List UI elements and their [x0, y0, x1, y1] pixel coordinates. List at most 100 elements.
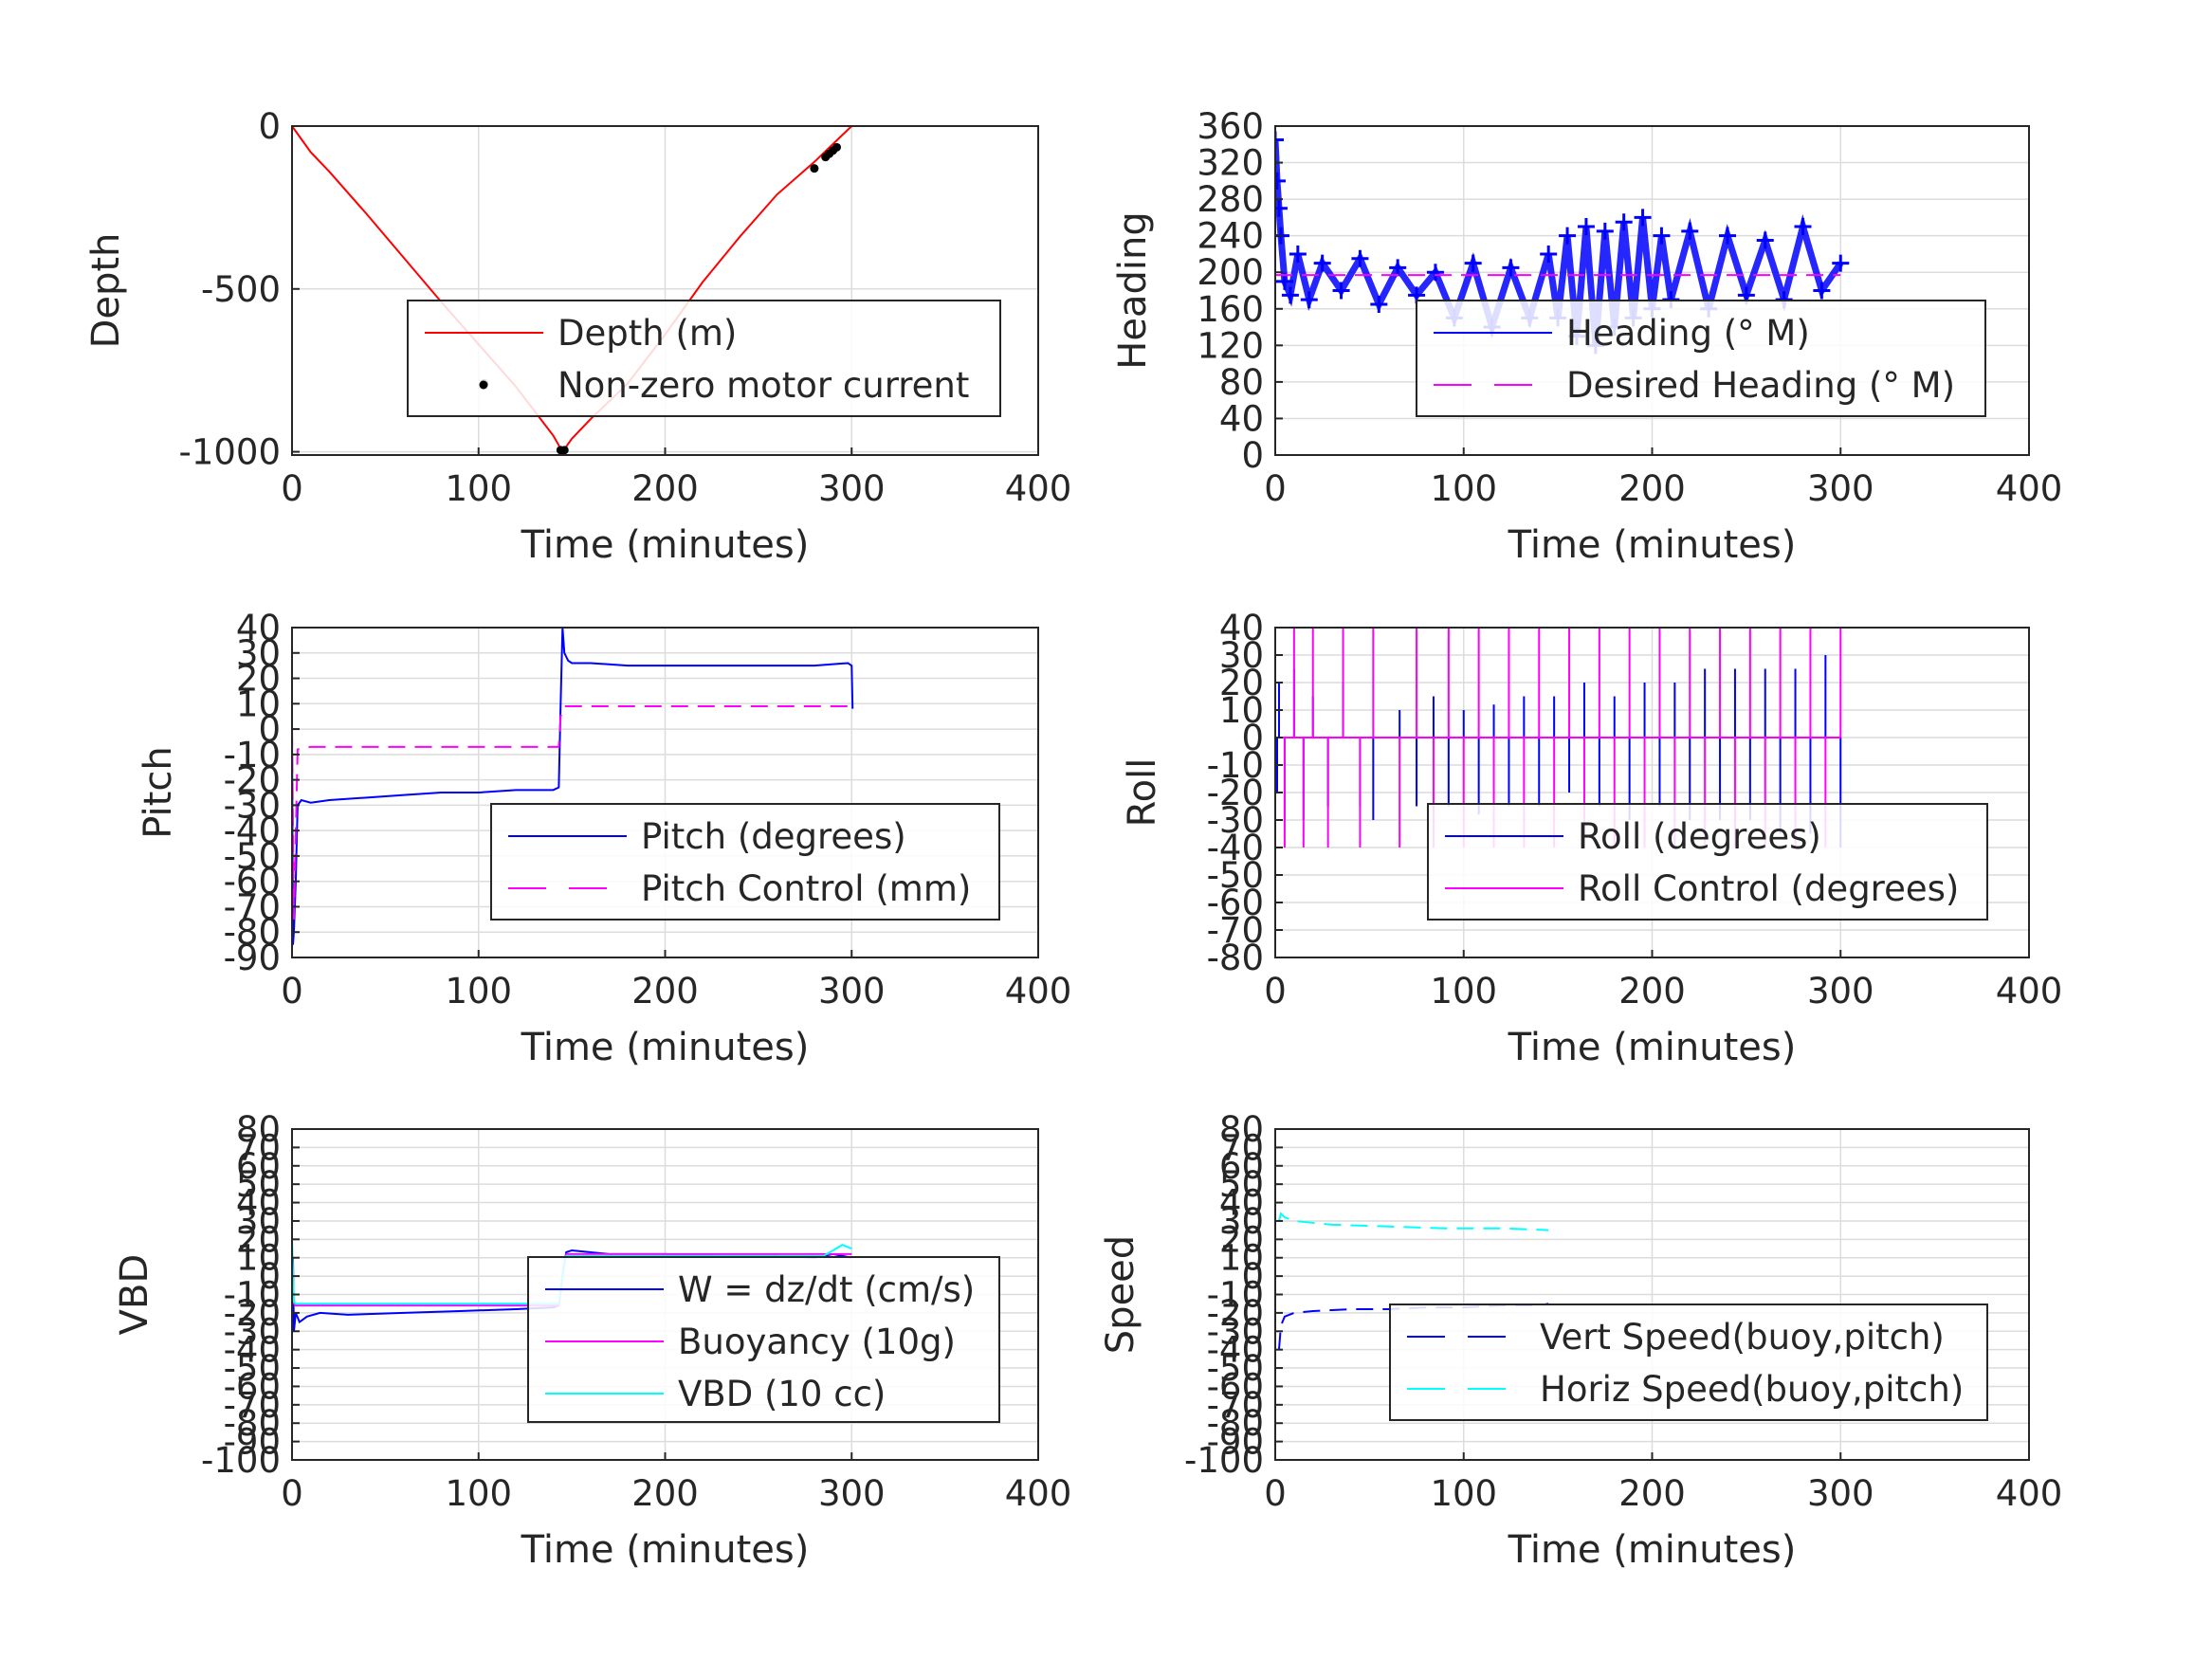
y-tick-label: 30	[1219, 1201, 1264, 1242]
data-point	[1275, 131, 1284, 149]
y-tick-label: -30	[224, 785, 281, 826]
legend: Depth (m) Non-zero motor current	[407, 300, 1001, 417]
y-tick-label: 0	[258, 709, 281, 750]
legend-label: Roll (degrees)	[1578, 816, 1821, 857]
y-tick-label: -40	[224, 811, 281, 851]
data-point	[832, 142, 842, 152]
y-tick-label: -20	[1207, 773, 1264, 813]
y-tick-label: 60	[1219, 1146, 1264, 1187]
y-tick-label: 280	[1197, 179, 1264, 220]
series-speed-1-line	[1278, 1212, 1549, 1231]
x-tick-label: 0	[1264, 468, 1287, 509]
data-point	[1832, 254, 1850, 272]
x-tick-label: 400	[1996, 971, 2063, 1012]
y-tick-label: 50	[236, 1164, 281, 1205]
y-tick-label: -80	[1207, 1403, 1264, 1444]
y-tick-label: 240	[1197, 216, 1264, 257]
x-tick-label: 0	[281, 971, 303, 1012]
y-tick-label: -70	[224, 886, 281, 927]
data-point	[1634, 209, 1652, 227]
x-tick-label: 100	[445, 1473, 512, 1514]
chart-speed: 0 100 200 300 400-100-90-80-70-60-50-40-30-2…	[1099, 1109, 2062, 1572]
y-tick-label: -60	[1207, 1366, 1264, 1407]
data-point	[1370, 295, 1388, 313]
data-point	[1540, 245, 1558, 263]
legend-box	[1389, 1304, 1988, 1421]
y-tick-label: 40	[1219, 398, 1264, 439]
y-axis-label: Speed	[1099, 1235, 1143, 1354]
y-tick-label: -80	[1207, 938, 1264, 978]
x-tick-label: 400	[1005, 468, 1072, 509]
y-tick-label: 0	[1241, 718, 1264, 758]
data-point	[1502, 259, 1520, 277]
data-point	[1653, 227, 1671, 245]
data-point	[1275, 172, 1286, 190]
y-axis-label: Heading	[1111, 211, 1155, 369]
y-tick-label: -90	[224, 938, 281, 978]
data-point	[810, 164, 819, 173]
data-point	[1289, 245, 1307, 263]
x-tick-label: 100	[445, 468, 512, 509]
x-tick-label: 200	[631, 971, 699, 1012]
x-axis-label: Time (minutes)	[521, 1528, 810, 1572]
x-tick-label: 200	[1618, 468, 1686, 509]
data-point	[1794, 218, 1812, 236]
y-tick-label: -10	[1207, 745, 1264, 786]
legend-box	[1427, 803, 1988, 921]
y-tick-label: 50	[1219, 1164, 1264, 1205]
y-tick-label: 0	[1241, 435, 1264, 476]
y-tick-label: -60	[1207, 883, 1264, 923]
y-tick-label: 10	[236, 684, 281, 724]
y-tick-label: -50	[1207, 1348, 1264, 1389]
x-tick-label: 0	[281, 1473, 303, 1514]
y-tick-label: 70	[236, 1127, 281, 1168]
legend-box	[407, 300, 1001, 417]
data-point	[1426, 264, 1444, 282]
data-point	[1332, 282, 1350, 300]
data-point	[1577, 218, 1595, 236]
x-axis-label: Time (minutes)	[1508, 1528, 1797, 1572]
y-axis-label: Roll	[1121, 758, 1164, 828]
legend-marker	[479, 380, 488, 390]
y-tick-label: 360	[1197, 106, 1264, 147]
y-tick-label: 200	[1197, 252, 1264, 293]
x-tick-label: 200	[631, 1473, 699, 1514]
x-tick-label: 400	[1996, 1473, 2063, 1514]
y-tick-label: 80	[1219, 1109, 1264, 1150]
y-tick-label: -80	[224, 1403, 281, 1444]
y-tick-label: 10	[236, 1238, 281, 1279]
y-tick-label: 0	[1241, 1256, 1264, 1297]
data-point	[559, 446, 569, 455]
x-axis-label: Time (minutes)	[1508, 523, 1797, 567]
y-tick-label: -1000	[178, 432, 281, 473]
y-tick-label: -30	[1207, 1311, 1264, 1352]
series-group	[292, 126, 852, 455]
x-tick-label: 200	[1618, 1473, 1686, 1514]
y-tick-label: -10	[224, 735, 281, 775]
y-tick-label: -70	[224, 1385, 281, 1426]
x-tick-label: 300	[818, 1473, 886, 1514]
y-tick-label: 10	[1219, 1238, 1264, 1279]
legend-label: Pitch Control (mm)	[641, 868, 971, 909]
data-point	[1681, 222, 1699, 240]
y-tick-label: -40	[1207, 1330, 1264, 1371]
y-tick-label: 20	[236, 659, 281, 700]
y-axis-label: VBD	[113, 1254, 156, 1336]
y-tick-label: -40	[1207, 828, 1264, 868]
data-point	[1596, 222, 1614, 240]
data-point	[1389, 259, 1407, 277]
legend-box	[1416, 300, 1986, 417]
y-tick-label: -500	[201, 269, 281, 310]
x-axis-label: Time (minutes)	[521, 1026, 810, 1069]
x-tick-label: 300	[1807, 971, 1874, 1012]
y-tick-label: 320	[1197, 143, 1264, 184]
legend-label: Buoyancy (10g)	[678, 1322, 956, 1362]
legend-label: Roll Control (degrees)	[1578, 868, 1959, 909]
x-tick-label: 100	[1430, 971, 1497, 1012]
data-point	[1351, 249, 1369, 267]
x-tick-label: 300	[818, 971, 886, 1012]
y-tick-label: -90	[1207, 1422, 1264, 1463]
y-tick-label: 10	[1219, 690, 1264, 731]
legend-box	[490, 803, 1000, 921]
x-tick-label: 100	[445, 971, 512, 1012]
